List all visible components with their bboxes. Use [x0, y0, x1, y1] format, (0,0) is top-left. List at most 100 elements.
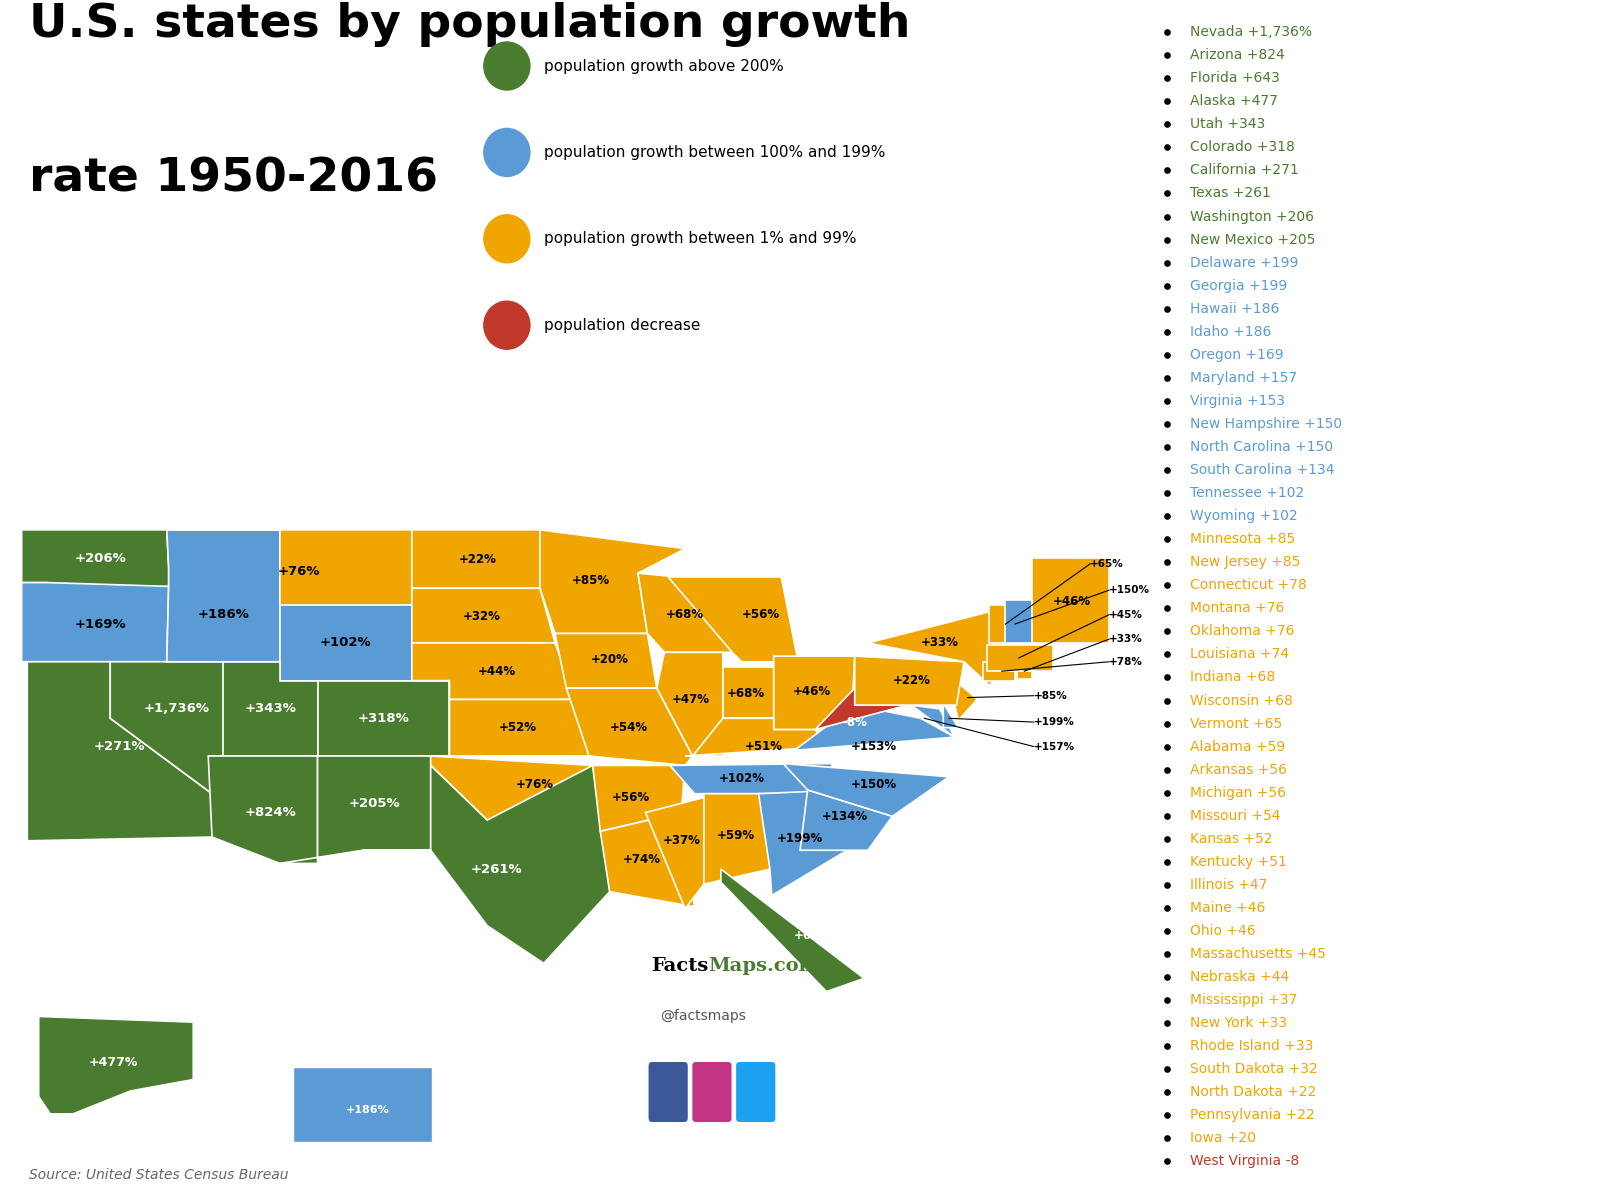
Text: +205%: +205%: [349, 797, 400, 810]
Polygon shape: [795, 706, 955, 750]
Text: +85%: +85%: [1034, 691, 1067, 701]
Polygon shape: [758, 790, 846, 895]
Polygon shape: [987, 644, 1053, 671]
Text: +33%: +33%: [1109, 634, 1142, 644]
Polygon shape: [912, 706, 955, 737]
Text: +22%: +22%: [459, 553, 496, 566]
Text: Connecticut +78: Connecticut +78: [1189, 578, 1306, 593]
Text: Massachusetts +45: Massachusetts +45: [1189, 947, 1325, 961]
Text: +22%: +22%: [893, 674, 930, 688]
Polygon shape: [411, 588, 555, 643]
Text: +343%: +343%: [245, 702, 296, 715]
Text: +65%: +65%: [1090, 559, 1125, 569]
Polygon shape: [1018, 661, 1032, 679]
Text: Texas +261: Texas +261: [1189, 186, 1270, 200]
Text: Mississippi +37: Mississippi +37: [1189, 994, 1298, 1007]
Text: U.S. states by population growth: U.S. states by population growth: [29, 2, 910, 47]
Text: +33%: +33%: [920, 636, 958, 649]
Text: @factsmaps: @factsmaps: [659, 1009, 746, 1024]
Polygon shape: [1032, 558, 1109, 643]
Text: +54%: +54%: [610, 721, 648, 734]
Text: Tennessee +102: Tennessee +102: [1189, 486, 1304, 500]
Circle shape: [483, 301, 530, 349]
Text: +261%: +261%: [470, 863, 523, 876]
Text: +46%: +46%: [1053, 595, 1091, 608]
Text: Nevada +1,736%: Nevada +1,736%: [1189, 25, 1312, 40]
FancyBboxPatch shape: [693, 1062, 731, 1122]
Text: Alabama +59: Alabama +59: [1189, 739, 1285, 754]
Text: +477%: +477%: [88, 1056, 138, 1069]
Text: +56%: +56%: [611, 791, 650, 804]
Text: New York +33: New York +33: [1189, 1016, 1286, 1030]
Text: Arizona +824: Arizona +824: [1189, 48, 1285, 62]
Text: +52%: +52%: [498, 721, 536, 734]
Polygon shape: [317, 680, 450, 756]
Text: +85%: +85%: [571, 575, 610, 587]
Text: +32%: +32%: [462, 610, 501, 623]
Text: +68%: +68%: [666, 608, 704, 622]
Text: +102%: +102%: [320, 636, 371, 649]
Text: Indiana +68: Indiana +68: [1189, 671, 1275, 684]
Text: South Dakota +32: South Dakota +32: [1189, 1062, 1317, 1076]
Polygon shape: [944, 703, 958, 727]
Text: Nebraska +44: Nebraska +44: [1189, 970, 1290, 984]
Text: Maine +46: Maine +46: [1189, 901, 1266, 914]
Text: North Dakota +22: North Dakota +22: [1189, 1085, 1315, 1099]
Text: Washington +206: Washington +206: [1189, 210, 1314, 223]
Text: +199%: +199%: [778, 833, 822, 846]
Polygon shape: [38, 1016, 194, 1114]
Text: California +271: California +271: [1189, 163, 1298, 178]
Text: Georgia +199: Georgia +199: [1189, 278, 1286, 293]
Text: +44%: +44%: [477, 665, 515, 678]
Polygon shape: [854, 656, 965, 706]
Circle shape: [483, 215, 530, 263]
Circle shape: [483, 128, 530, 176]
Polygon shape: [430, 756, 600, 820]
Text: +199%: +199%: [1034, 718, 1075, 727]
Text: +157%: +157%: [1034, 742, 1075, 751]
Text: Maryland +157: Maryland +157: [1189, 371, 1296, 385]
Polygon shape: [722, 869, 864, 991]
Text: Louisiana +74: Louisiana +74: [1189, 648, 1288, 661]
Polygon shape: [566, 688, 693, 766]
Polygon shape: [774, 656, 854, 730]
Polygon shape: [638, 574, 736, 653]
Text: Pennsylvania +22: Pennsylvania +22: [1189, 1109, 1314, 1122]
Polygon shape: [280, 756, 450, 864]
Text: +56%: +56%: [741, 608, 779, 622]
Polygon shape: [814, 688, 907, 730]
Polygon shape: [669, 577, 798, 661]
Polygon shape: [280, 605, 411, 680]
Text: +153%: +153%: [851, 740, 896, 754]
Text: +59%: +59%: [717, 829, 755, 841]
Text: +51%: +51%: [746, 740, 784, 754]
Text: +37%: +37%: [662, 834, 701, 847]
Polygon shape: [670, 763, 832, 793]
Text: +102%: +102%: [718, 772, 765, 785]
Polygon shape: [208, 756, 317, 864]
Polygon shape: [800, 790, 893, 851]
Polygon shape: [685, 719, 829, 756]
Text: population growth between 1% and 99%: population growth between 1% and 99%: [544, 232, 856, 246]
Text: +1,736%: +1,736%: [144, 702, 210, 715]
Polygon shape: [658, 653, 723, 756]
Polygon shape: [589, 766, 685, 832]
Polygon shape: [989, 605, 1024, 643]
Text: Rhode Island +33: Rhode Island +33: [1189, 1039, 1314, 1054]
Text: population growth between 100% and 199%: population growth between 100% and 199%: [544, 145, 885, 160]
Text: Ohio +46: Ohio +46: [1189, 924, 1256, 938]
Polygon shape: [645, 796, 712, 908]
Text: New Jersey +85: New Jersey +85: [1189, 556, 1299, 569]
Text: +206%: +206%: [75, 552, 126, 565]
Text: rate 1950-2016: rate 1950-2016: [29, 156, 438, 200]
Text: Idaho +186: Idaho +186: [1189, 325, 1270, 338]
Text: +186%: +186%: [346, 1105, 390, 1115]
Polygon shape: [110, 661, 224, 793]
Text: +20%: +20%: [590, 653, 629, 666]
Polygon shape: [982, 661, 1014, 680]
Text: +643%: +643%: [794, 929, 840, 942]
Text: Oklahoma +76: Oklahoma +76: [1189, 624, 1294, 638]
Text: +134%: +134%: [822, 810, 869, 823]
Polygon shape: [1005, 600, 1034, 643]
Text: Wisconsin +68: Wisconsin +68: [1189, 694, 1293, 708]
